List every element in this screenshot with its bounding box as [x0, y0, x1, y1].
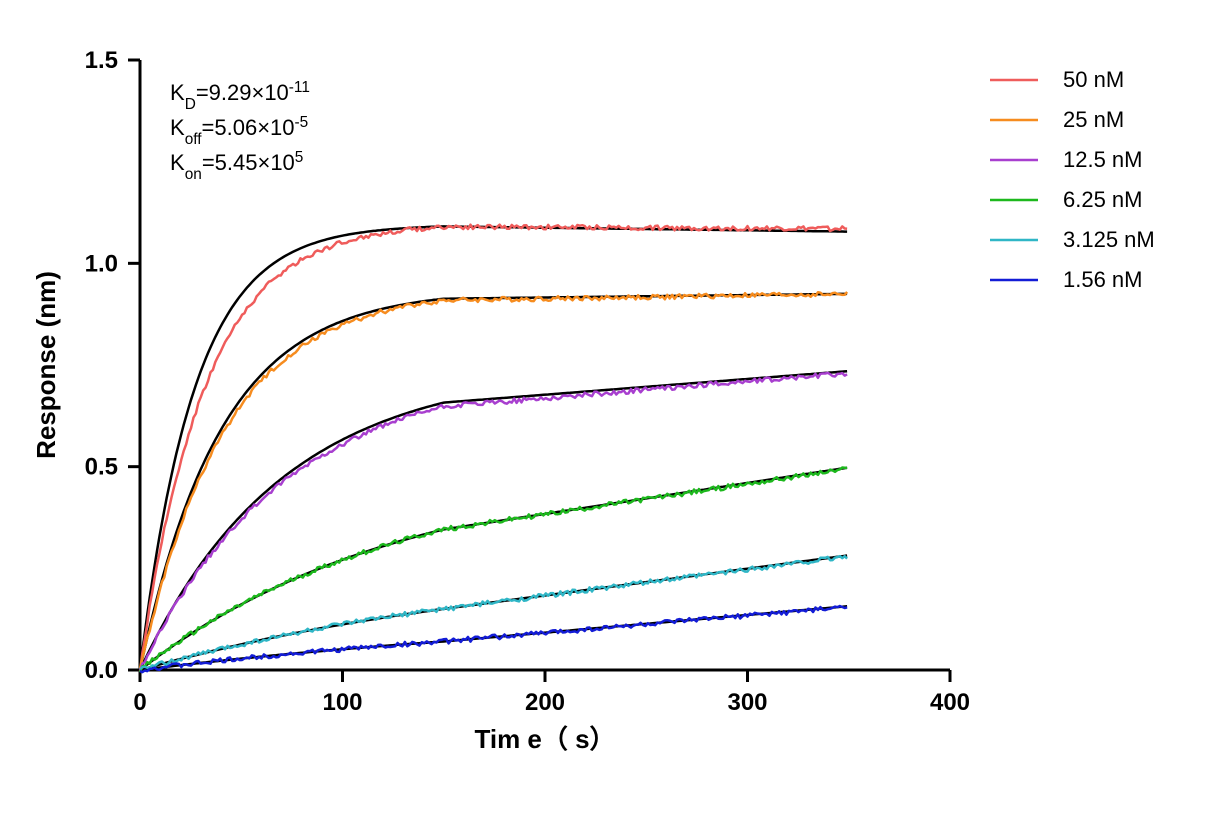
legend-label: 25 nM: [1063, 107, 1124, 132]
x-tick-label: 300: [727, 689, 767, 716]
kinetic-constant-1: Koff=5.06×10-5: [170, 114, 308, 148]
kinetic-constant-2: Kon=5.45×105: [170, 149, 303, 183]
x-tick-label: 200: [525, 689, 565, 716]
legend-label: 6.25 nM: [1063, 187, 1143, 212]
legend: 50 nM 25 nM 12.5 nM 6.25 nM 3.125 nM 1.56 nM: [990, 67, 1155, 292]
x-tick-label: 0: [133, 689, 146, 716]
binding-kinetics-chart: 0 100 200 300 400 0.0 0.5 1.0 1.5 Tim e（ s） Respon…: [0, 0, 1231, 825]
legend-label: 3.125 nM: [1063, 227, 1155, 252]
y-tick-label: 0.0: [85, 657, 118, 684]
fit-curve: [140, 606, 847, 670]
curves: [140, 225, 847, 673]
legend-label: 12.5 nM: [1063, 147, 1143, 172]
data-curve: [140, 225, 847, 672]
y-tick-label: 0.5: [85, 454, 118, 481]
x-tick-label: 400: [930, 689, 970, 716]
x-tick-label: 100: [322, 689, 362, 716]
y-tick-label: 1.0: [85, 250, 118, 277]
x-axis-label: Tim e（ s）: [474, 724, 615, 754]
kinetic-constants: KD=9.29×10-11Koff=5.06×10-5Kon=5.45×105: [170, 79, 310, 183]
legend-label: 1.56 nM: [1063, 267, 1143, 292]
data-curve: [140, 556, 847, 669]
kinetic-constant-0: KD=9.29×10-11: [170, 79, 310, 113]
chart-svg: 0 100 200 300 400 0.0 0.5 1.0 1.5 Tim e（ s） Respon…: [0, 0, 1231, 825]
fit-curve: [140, 556, 847, 671]
legend-label: 50 nM: [1063, 67, 1124, 92]
y-tick-label: 1.5: [85, 47, 118, 74]
data-curve: [140, 292, 847, 669]
fit-curve: [140, 294, 847, 670]
y-axis-label: Response (nm): [31, 271, 61, 459]
